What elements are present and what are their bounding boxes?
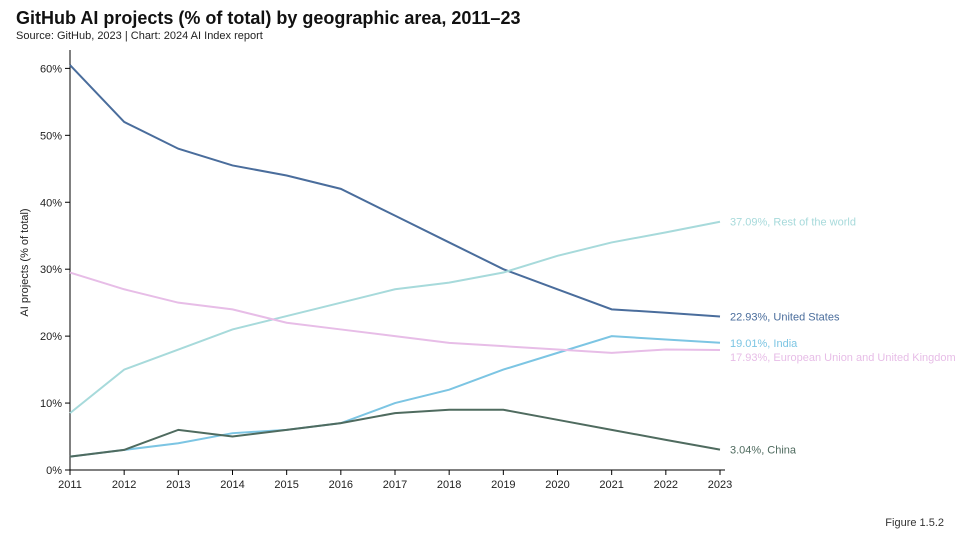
x-tick-label: 2018 [437, 479, 461, 491]
x-tick-label: 2013 [166, 479, 190, 491]
figure-label: Figure 1.5.2 [885, 517, 944, 529]
series-rest-of-the-world [70, 222, 720, 413]
end-label: 37.09%, Rest of the world [730, 217, 856, 229]
x-tick-label: 2020 [545, 479, 569, 491]
x-tick-label: 2023 [708, 479, 732, 491]
y-tick-label: 30% [40, 264, 62, 276]
y-tick-label: 50% [40, 130, 62, 142]
series-china [70, 410, 720, 457]
y-tick-label: 0% [46, 465, 62, 477]
x-tick-label: 2016 [329, 479, 353, 491]
y-axis-title: AI projects (% of total) [19, 208, 31, 316]
x-tick-label: 2021 [599, 479, 623, 491]
series-european-union-and-united-kingdom [70, 273, 720, 353]
end-label: 3.04%, China [730, 445, 797, 457]
x-tick-label: 2017 [383, 479, 407, 491]
x-tick-label: 2022 [654, 479, 678, 491]
y-tick-label: 20% [40, 331, 62, 343]
end-label: 22.93%, United States [730, 312, 840, 324]
x-tick-label: 2012 [112, 479, 136, 491]
x-tick-label: 2019 [491, 479, 515, 491]
y-tick-label: 40% [40, 197, 62, 209]
x-tick-label: 2011 [58, 479, 82, 491]
y-tick-label: 10% [40, 398, 62, 410]
x-tick-label: 2014 [220, 479, 244, 491]
end-label: 17.93%, European Union and United Kingdo… [730, 352, 956, 364]
chart-svg: 0% 10% 20% 30% 40% 50% 60% AI projects (% of to… [0, 0, 960, 535]
end-label: 19.01%, India [730, 338, 798, 350]
x-tick-label: 2015 [274, 479, 298, 491]
y-tick-label: 60% [40, 63, 62, 75]
chart-container: GitHub AI projects (% of total) by geogr… [0, 0, 960, 535]
series-united-states [70, 65, 720, 316]
